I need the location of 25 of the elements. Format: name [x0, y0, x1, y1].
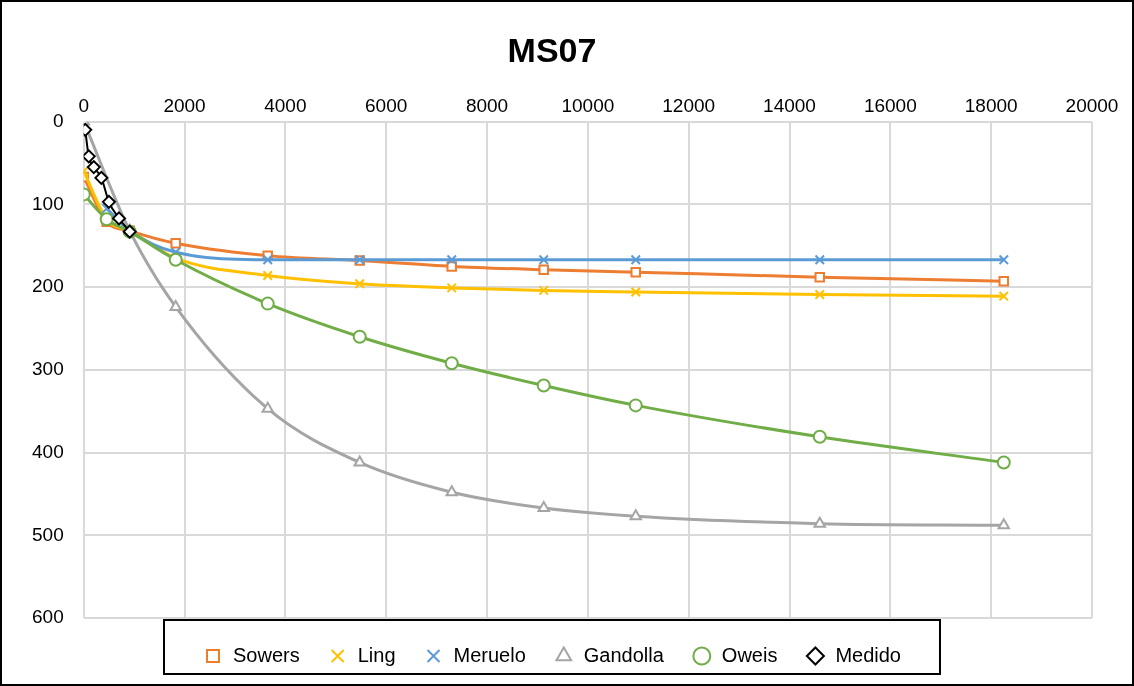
x-tick-label: 4000: [264, 95, 307, 117]
legend-label: Gandolla: [583, 643, 665, 666]
x-tick-label: 16000: [863, 95, 917, 117]
legend-label: Ling: [357, 643, 396, 666]
legend-label: Oweis: [721, 643, 778, 666]
y-tick-label: 600: [32, 606, 64, 628]
x-tick-label: 10000: [561, 95, 615, 117]
x-tick-label: 12000: [662, 95, 716, 117]
x-tick-label: 8000: [465, 95, 509, 117]
y-tick-label: 0: [53, 109, 64, 131]
y-tick-label: 500: [32, 523, 64, 545]
y-tick-label: 300: [32, 358, 64, 380]
y-tick-label: 400: [32, 440, 64, 462]
legend-label: Medido: [835, 643, 901, 666]
legend-label: Meruelo: [453, 643, 526, 666]
x-tick-label: 20000: [1065, 95, 1119, 117]
x-tick-label: 0: [78, 95, 89, 117]
x-tick-label: 2000: [163, 95, 206, 117]
x-tick-label: 14000: [763, 95, 816, 117]
chart-title: MS07: [507, 30, 597, 69]
legend-label: Sowers: [233, 643, 300, 666]
x-tick-label: 6000: [365, 95, 408, 117]
x-tick-label: 18000: [964, 95, 1018, 117]
y-tick-label: 100: [32, 192, 64, 214]
y-tick-label: 200: [32, 275, 64, 297]
